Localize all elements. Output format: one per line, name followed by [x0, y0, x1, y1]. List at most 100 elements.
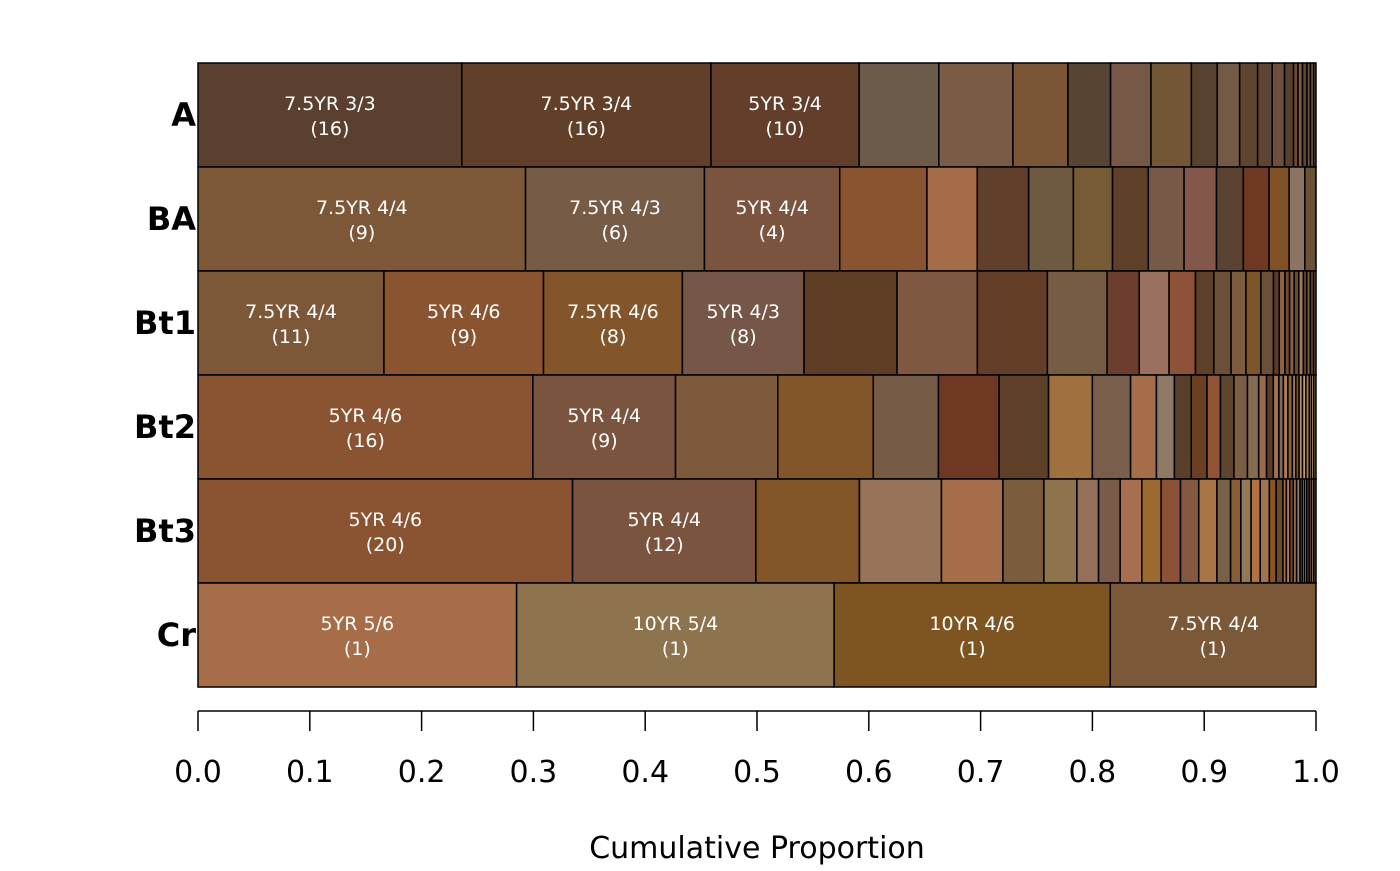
segment-count: (8) — [730, 326, 757, 348]
segment-BA-12 — [1242, 166, 1270, 272]
segment-Bt1-9 — [1138, 270, 1170, 376]
segment-Bt3-11 — [1160, 478, 1182, 584]
segment-Bt1-11 — [1194, 270, 1215, 376]
segment-Bt3-12 — [1179, 478, 1200, 584]
segment-Bt1-7 — [1046, 270, 1108, 376]
segment-Cr-2 — [833, 582, 1112, 688]
x-tick-label: 0.6 — [845, 755, 893, 790]
segment-Bt3-7 — [1076, 478, 1100, 584]
segment-label: 5YR 4/6 — [349, 509, 423, 531]
segment-count: (6) — [602, 222, 629, 244]
segment-Bt2-10 — [1155, 374, 1176, 480]
segment-label: 10YR 4/6 — [929, 613, 1015, 635]
segment-Cr-3 — [1109, 582, 1317, 688]
row-Bt3: 5YR 4/6 (20) 5YR 4/4 (12) Bt3 — [134, 478, 1317, 584]
x-tick-label: 0.2 — [398, 755, 446, 790]
segment-Bt1-2 — [542, 270, 684, 376]
x-tick-label: 0.4 — [621, 755, 669, 790]
segment-BA-2 — [703, 166, 841, 272]
segment-label: 5YR 4/4 — [627, 509, 701, 531]
segment-count: (9) — [348, 222, 375, 244]
segment-label: 5YR 3/4 — [748, 93, 822, 115]
segment-Bt3-14 — [1216, 478, 1232, 584]
segment-Bt1-6 — [976, 270, 1049, 376]
segment-A-6 — [1067, 62, 1112, 168]
segment-count: (16) — [310, 118, 349, 140]
rows-layer: 7.5YR 3/3(16)7.5YR 3/4(16)5YR 3/4(10)A7.… — [134, 62, 1317, 688]
segment-BA-11 — [1215, 166, 1245, 272]
segment-Bt3-17 — [1250, 478, 1261, 584]
segment-count: (10) — [766, 118, 805, 140]
segment-label: 7.5YR 3/4 — [541, 93, 633, 115]
row-label-Bt2: Bt2 — [134, 408, 196, 446]
x-tick-label: 0.1 — [286, 755, 334, 790]
segment-A-5 — [1012, 62, 1069, 168]
segment-label: 7.5YR 4/4 — [245, 301, 337, 323]
segment-Bt1-12 — [1213, 270, 1232, 376]
segment-Bt3-0 — [197, 478, 574, 584]
segment-label: 5YR 4/6 — [427, 301, 501, 323]
row-Bt1: 7.5YR 4/4 (11) 5YR 4/6 (9) 7.5YR 4/6 (8) 5YR 4… — [134, 270, 1317, 376]
segment-count: (20) — [366, 534, 405, 556]
segment-A-4 — [938, 62, 1014, 168]
segment-Bt1-8 — [1106, 270, 1140, 376]
segment-Bt1-4 — [803, 270, 898, 376]
segment-count: (1) — [344, 638, 371, 660]
x-tick-label: 0.9 — [1180, 755, 1228, 790]
segment-BA-5 — [976, 166, 1030, 272]
segment-Bt3-32 — [1312, 478, 1317, 584]
segment-BA-8 — [1111, 166, 1150, 272]
segment-A-8 — [1150, 62, 1193, 168]
segment-Bt2-30 — [1313, 374, 1317, 480]
segment-label: 7.5YR 4/4 — [1167, 613, 1259, 635]
segment-count: (16) — [346, 430, 385, 452]
segment-Bt2-3 — [777, 374, 875, 480]
segment-A-20 — [1313, 62, 1317, 168]
row-label-Cr: Cr — [157, 616, 196, 654]
segment-label: 10YR 5/4 — [633, 613, 719, 635]
segment-Bt1-5 — [896, 270, 979, 376]
segment-count: (1) — [1200, 638, 1227, 660]
segment-Bt1-15 — [1260, 270, 1275, 376]
segment-Bt1-25 — [1312, 270, 1317, 376]
segment-BA-10 — [1183, 166, 1218, 272]
segment-Bt2-0 — [197, 374, 534, 480]
segment-count: (11) — [271, 326, 310, 348]
segment-Bt3-9 — [1119, 478, 1143, 584]
segment-Bt2-7 — [1047, 374, 1094, 480]
segment-label: 5YR 4/4 — [735, 197, 809, 219]
segment-A-0 — [197, 62, 463, 168]
segment-Bt2-4 — [872, 374, 940, 480]
segment-label: 7.5YR 4/3 — [569, 197, 661, 219]
segment-A-1 — [461, 62, 712, 168]
segment-label: 5YR 5/6 — [321, 613, 395, 635]
segment-BA-7 — [1072, 166, 1114, 272]
segment-Bt1-10 — [1168, 270, 1197, 376]
segment-Bt2-12 — [1190, 374, 1208, 480]
segment-count: (1) — [662, 638, 689, 660]
segment-Bt2-13 — [1206, 374, 1222, 480]
segment-Bt3-13 — [1197, 478, 1218, 584]
segment-Bt3-2 — [755, 478, 861, 584]
segment-BA-9 — [1147, 166, 1185, 272]
x-tick-label: 0.5 — [733, 755, 781, 790]
segment-label: 7.5YR 4/4 — [316, 197, 408, 219]
row-Bt2: 5YR 4/6 (16) 5YR 4/4 (9) Bt2 — [134, 374, 1317, 480]
segment-A-3 — [858, 62, 940, 168]
segment-Bt2-5 — [937, 374, 1000, 480]
segment-BA-0 — [197, 166, 527, 272]
segment-Bt3-19 — [1268, 478, 1277, 584]
segment-Bt3-15 — [1229, 478, 1242, 584]
segment-A-14 — [1283, 62, 1295, 168]
row-A: 7.5YR 3/3 (16) 7.5YR 3/4 (16) 5YR 3/4 (10) A — [171, 62, 1317, 168]
segment-Bt2-9 — [1129, 374, 1158, 480]
row-BA: 7.5YR 4/4 (9) 7.5YR 4/3 (6) 5YR 4/4 (4) BA — [147, 166, 1317, 272]
segment-count: (8) — [599, 326, 626, 348]
x-tick-label: 0.8 — [1069, 755, 1117, 790]
segment-label: 7.5YR 3/3 — [284, 93, 376, 115]
segment-Bt2-14 — [1219, 374, 1235, 480]
segment-Bt1-3 — [681, 270, 805, 376]
row-label-BA: BA — [147, 200, 196, 238]
